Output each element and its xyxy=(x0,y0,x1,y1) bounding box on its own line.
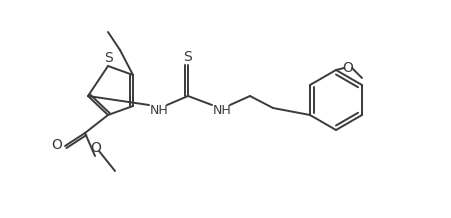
Text: S: S xyxy=(104,51,113,65)
Text: O: O xyxy=(90,141,101,155)
Text: NH: NH xyxy=(149,104,168,116)
Text: NH: NH xyxy=(212,104,231,116)
Text: O: O xyxy=(51,138,62,152)
Text: O: O xyxy=(342,61,353,75)
Text: S: S xyxy=(183,50,192,64)
